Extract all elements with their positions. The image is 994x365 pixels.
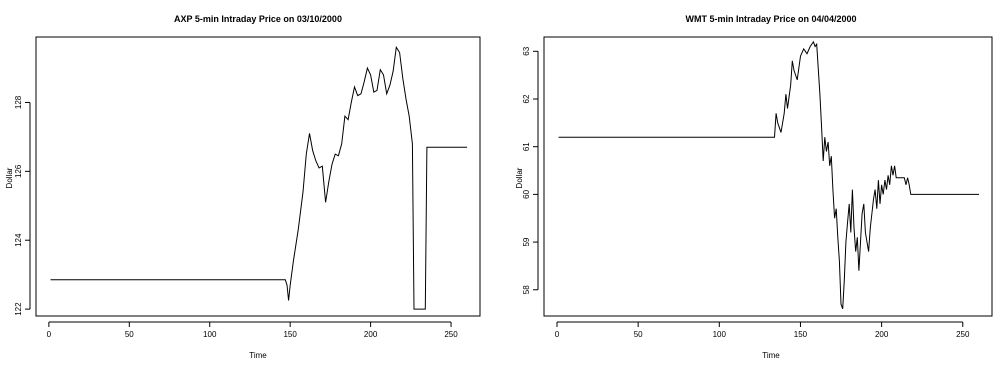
y-tick-label: 58 bbox=[522, 285, 531, 294]
x-tick-label: 200 bbox=[364, 330, 378, 339]
price-series-line bbox=[558, 40, 979, 309]
series-group bbox=[558, 40, 979, 309]
chart-title: AXP 5-min Intraday Price on 03/10/2000 bbox=[174, 14, 342, 24]
y-axis: 122 124 126 128 bbox=[14, 95, 31, 316]
x-axis: 0 50 100 150 200 250 bbox=[47, 321, 458, 339]
x-tick-label: 0 bbox=[555, 330, 560, 339]
x-tick-label: 100 bbox=[713, 330, 727, 339]
y-tick-label: 126 bbox=[14, 164, 23, 178]
x-tick-label: 50 bbox=[125, 330, 134, 339]
x-tick-label: 0 bbox=[47, 330, 52, 339]
axp-chart: AXP 5-min Intraday Price on 03/10/2000 T… bbox=[5, 14, 481, 360]
y-tick-label: 63 bbox=[522, 46, 531, 55]
x-axis-label: Time bbox=[762, 351, 780, 360]
x-tick-label: 200 bbox=[875, 330, 889, 339]
plot-frame bbox=[543, 36, 993, 317]
plot-frame bbox=[35, 36, 481, 317]
y-tick-label: 128 bbox=[14, 95, 23, 109]
y-axis-label: Dollar bbox=[515, 167, 524, 188]
y-tick-label: 60 bbox=[522, 189, 531, 198]
series-group bbox=[50, 45, 468, 310]
y-tick-label: 122 bbox=[14, 302, 23, 316]
x-axis: 0 50 100 150 200 250 bbox=[555, 321, 970, 339]
x-tick-label: 250 bbox=[956, 330, 970, 339]
wmt-chart: WMT 5-min Intraday Price on 04/04/2000 T… bbox=[515, 14, 993, 360]
x-tick-label: 100 bbox=[203, 330, 217, 339]
y-tick-label: 62 bbox=[522, 94, 531, 103]
price-series-line bbox=[50, 45, 468, 310]
y-tick-label: 124 bbox=[14, 233, 23, 247]
y-axis: 58 59 60 61 62 63 bbox=[522, 46, 539, 294]
x-tick-label: 50 bbox=[634, 330, 643, 339]
x-tick-label: 150 bbox=[283, 330, 297, 339]
y-tick-label: 59 bbox=[522, 237, 531, 246]
x-tick-label: 250 bbox=[444, 330, 458, 339]
y-tick-label: 61 bbox=[522, 142, 531, 151]
y-axis-label: Dollar bbox=[5, 167, 14, 188]
x-tick-label: 150 bbox=[794, 330, 808, 339]
chart-title: WMT 5-min Intraday Price on 04/04/2000 bbox=[685, 14, 856, 24]
x-axis-label: Time bbox=[249, 351, 267, 360]
